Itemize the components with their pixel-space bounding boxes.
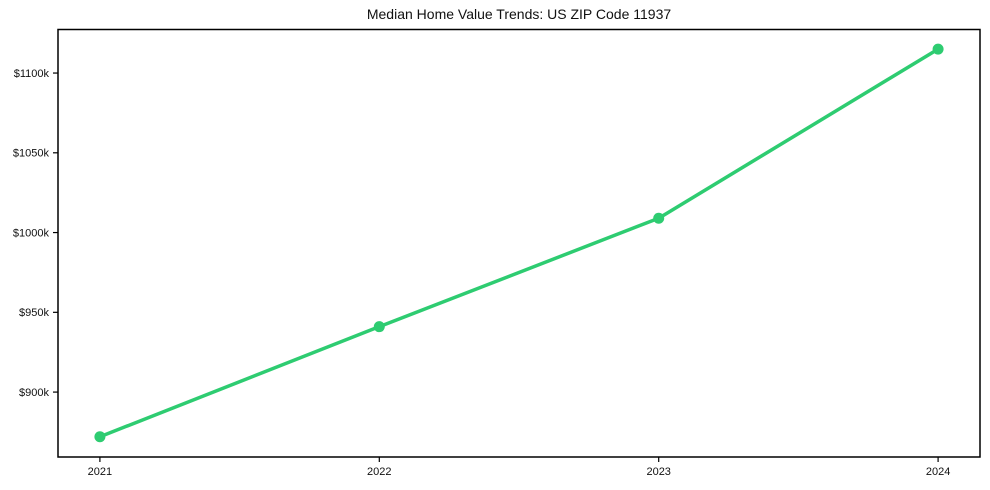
trend-line <box>98 47 940 439</box>
x-tick-label: 2021 <box>88 466 112 478</box>
y-tick-label: $1000k <box>13 227 50 239</box>
x-tick-label: 2022 <box>367 466 391 478</box>
data-point-marker <box>94 431 106 443</box>
y-tick-label: $950k <box>19 307 49 319</box>
y-tick-label: $1050k <box>13 148 50 160</box>
plot-area: $900k $950k $1000k $1050k $1100k 2021 2022 2023… <box>13 28 981 478</box>
x-tick-label: 2024 <box>926 466 950 478</box>
x-tick-label: 2023 <box>646 466 670 478</box>
data-point-marker <box>373 321 385 333</box>
plot-border <box>57 28 981 458</box>
chart-title: Median Home Value Trends: US ZIP Code 11… <box>367 6 671 22</box>
data-point-marker <box>932 43 944 55</box>
y-tick-label: $900k <box>19 387 49 399</box>
data-point-marker <box>653 212 665 224</box>
y-tick-label: $1100k <box>14 68 50 80</box>
